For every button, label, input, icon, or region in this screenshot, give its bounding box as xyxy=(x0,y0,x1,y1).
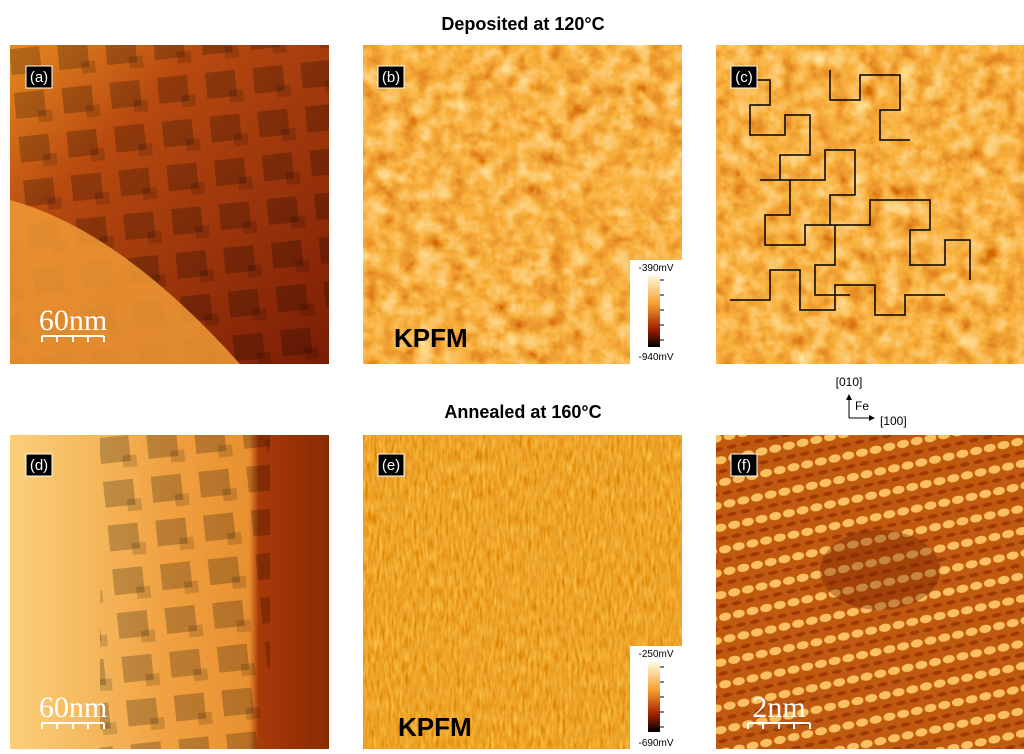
page: Deposited at 120°C Annealed at 160°C (a)… xyxy=(0,0,1024,749)
element-label: Fe xyxy=(855,399,869,413)
row-title: Annealed at 160°C xyxy=(444,402,601,422)
axis-label: [010] xyxy=(836,375,863,389)
image-panel xyxy=(716,45,1024,364)
panel-label: (d) xyxy=(30,457,48,474)
crystal-axes: [010] Fe [100] xyxy=(836,375,907,428)
colorbar-min: -690mV xyxy=(638,738,673,749)
mode-label: KPFM xyxy=(398,712,472,742)
panel-label: (b) xyxy=(382,69,400,86)
colorbar: -250mV -690mV xyxy=(630,646,682,749)
colorbar-max: -250mV xyxy=(638,649,673,660)
scale-label: 2nm xyxy=(752,691,805,724)
scale-label: 60nm xyxy=(39,691,107,724)
panel-label: (a) xyxy=(30,69,48,86)
colorbar-min: -940mV xyxy=(638,352,673,363)
panel-label: (f) xyxy=(737,457,751,474)
scale-label: 60nm xyxy=(39,304,107,337)
figure: Deposited at 120°C Annealed at 160°C (a)… xyxy=(0,0,1024,749)
panel-label: (c) xyxy=(735,69,753,86)
axis-label: [100] xyxy=(880,414,907,428)
mode-label: KPFM xyxy=(394,323,468,353)
row-title: Deposited at 120°C xyxy=(441,14,604,34)
panel-label: (e) xyxy=(382,457,400,474)
colorbar: -390mV -940mV xyxy=(630,260,682,364)
colorbar-max: -390mV xyxy=(638,263,673,274)
